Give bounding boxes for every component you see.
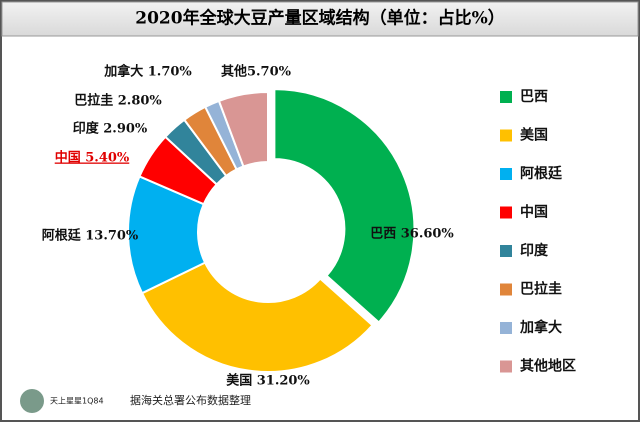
legend-swatch xyxy=(500,129,512,142)
data-label: 中国 5.40% xyxy=(55,150,130,166)
title-bar xyxy=(1,1,639,37)
legend-label: 中国 xyxy=(520,204,548,221)
watermark: 天上星星1Q84 xyxy=(50,397,104,406)
legend-swatch xyxy=(500,283,512,296)
source-note: 据海关总署公布数据整理 xyxy=(130,393,251,407)
data-label: 美国 31.20% xyxy=(226,373,310,389)
legend-label: 阿根廷 xyxy=(520,165,563,182)
data-label: 巴西 36.60% xyxy=(370,227,454,242)
chart-title: 2020年全球大豆产量区域结构（单位：占比%） xyxy=(135,8,504,29)
legend-swatch xyxy=(500,245,512,257)
legend-label: 加拿大 xyxy=(519,319,562,336)
legend-swatch xyxy=(500,91,512,103)
legend-swatch xyxy=(500,206,512,219)
donut-slice xyxy=(273,88,416,324)
legend-label: 巴拉圭 xyxy=(520,281,562,298)
data-label: 印度 2.90% xyxy=(73,121,148,137)
legend-swatch xyxy=(500,322,512,334)
donut-slice xyxy=(140,261,374,373)
data-label: 加拿大 1.70% xyxy=(103,64,192,80)
legend-swatch xyxy=(500,168,512,180)
data-label: 巴拉圭 2.80% xyxy=(74,93,162,109)
legend-label: 美国 xyxy=(520,127,548,144)
legend-label: 巴西 xyxy=(520,89,548,105)
legend-label: 印度 xyxy=(520,242,549,259)
data-label: 阿根廷 13.70% xyxy=(42,228,139,244)
data-label: 其他5.70% xyxy=(221,64,292,80)
legend-swatch xyxy=(500,360,512,373)
legend-label: 其他地区 xyxy=(520,358,576,375)
donut-slice xyxy=(217,90,269,168)
watermark-avatar xyxy=(20,389,44,413)
